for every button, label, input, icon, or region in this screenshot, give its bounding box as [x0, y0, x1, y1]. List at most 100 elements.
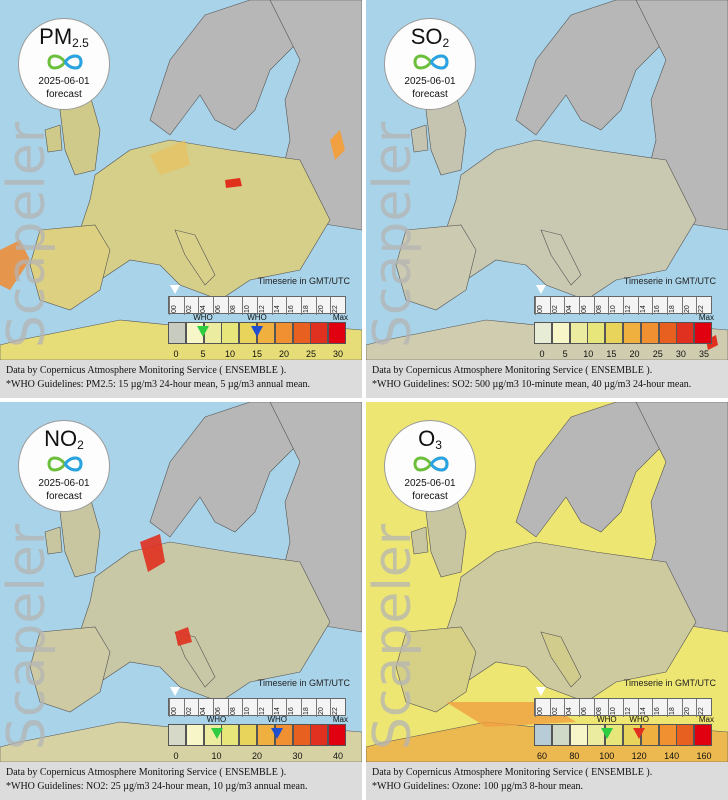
- timeline-tick[interactable]: [330, 699, 331, 717]
- who-label: WHO: [597, 715, 617, 724]
- timeline-tick[interactable]: [272, 699, 273, 717]
- timeline-tick[interactable]: [213, 297, 214, 315]
- scale-value-label: 120: [631, 751, 647, 761]
- who-marker-icon: [633, 728, 646, 739]
- timeline-hour-label: 04: [566, 707, 573, 715]
- time-marker-icon: [170, 687, 180, 696]
- timeline-tick[interactable]: [623, 699, 624, 717]
- timeline-tick[interactable]: [272, 297, 273, 315]
- timeline-tick[interactable]: [228, 699, 229, 717]
- timeline-tick[interactable]: [535, 699, 536, 717]
- timeline-tick[interactable]: [550, 297, 551, 315]
- brand-watermark: Scapeler: [366, 523, 423, 751]
- timeline-tick[interactable]: [608, 297, 609, 315]
- scale-cell: [694, 724, 712, 746]
- timeline-hour-label: 08: [596, 305, 603, 313]
- scale-value-label: 160: [696, 751, 712, 761]
- timeline-tick[interactable]: [184, 297, 185, 315]
- timeline-hour-label: 12: [625, 305, 632, 313]
- timeline-tick[interactable]: [184, 699, 185, 717]
- timeline-tick[interactable]: [316, 297, 317, 315]
- scale-cell: [328, 322, 346, 344]
- timeline-tick[interactable]: [169, 297, 170, 315]
- scale-cell: [570, 724, 588, 746]
- color-scale: 0 5 10 15 20 25 30 35 Max: [534, 313, 714, 359]
- scale-cell: [221, 724, 239, 746]
- timeline-tick[interactable]: [638, 699, 639, 717]
- scale-cell: [168, 724, 186, 746]
- timeline-tick[interactable]: [652, 699, 653, 717]
- timeline-tick[interactable]: [330, 297, 331, 315]
- timeline-hour-label: 22: [332, 305, 339, 313]
- infinity-logo-icon: [413, 54, 449, 70]
- timeline-tick[interactable]: [198, 297, 199, 315]
- timeline-tick[interactable]: [257, 699, 258, 717]
- scale-cell: [275, 322, 293, 344]
- forecast-date: 2025-06-01: [38, 478, 90, 489]
- timeline-tick[interactable]: [301, 297, 302, 315]
- timeline-tick[interactable]: [682, 297, 683, 315]
- timeline-tick[interactable]: [257, 297, 258, 315]
- timeline[interactable]: 00 02 04 06 08 10 12 14 16 18 20 22: [534, 296, 712, 315]
- timeline-tick[interactable]: [579, 297, 580, 315]
- timeline-hour-label: 22: [698, 707, 705, 715]
- scale-value-label: 40: [332, 751, 344, 761]
- timeline-tick[interactable]: [242, 297, 243, 315]
- timeline-tick[interactable]: [564, 699, 565, 717]
- data-source: Data by Copernicus Atmosphere Monitoring…: [372, 365, 653, 376]
- timeline-tick[interactable]: [667, 297, 668, 315]
- timeline-tick[interactable]: [242, 699, 243, 717]
- timeline-tick[interactable]: [579, 699, 580, 717]
- timeline-tick[interactable]: [682, 699, 683, 717]
- timeline-tick[interactable]: [652, 297, 653, 315]
- timeline[interactable]: 00 02 04 06 08 10 12 14 16 18 20 22: [168, 296, 346, 315]
- timeline-tick[interactable]: [667, 699, 668, 717]
- scale-value-label: 80: [569, 751, 580, 761]
- scale-cell: [552, 724, 570, 746]
- pollutant-badge: O3 2025-06-01 forecast: [384, 420, 476, 512]
- timeline-tick[interactable]: [286, 699, 287, 717]
- pollutant-title: SO2: [410, 24, 450, 51]
- timeline-tick[interactable]: [623, 297, 624, 315]
- scale-value-label: 30: [675, 349, 686, 359]
- timeline-tick[interactable]: [550, 699, 551, 717]
- timeline-tick[interactable]: [198, 699, 199, 717]
- timeline-hour-label: 14: [640, 305, 647, 313]
- scale-max-label: Max: [332, 313, 348, 322]
- forecast-label: forecast: [46, 89, 82, 100]
- timeline-tick[interactable]: [316, 699, 317, 717]
- timeline-tick[interactable]: [608, 699, 609, 717]
- scale-cell: [534, 322, 552, 344]
- timeline-tick[interactable]: [286, 297, 287, 315]
- timeline-tick[interactable]: [535, 297, 536, 315]
- timeline-hour-label: 18: [669, 707, 676, 715]
- timeline-hour-label: 18: [303, 707, 310, 715]
- brand-watermark: Scapeler: [366, 121, 423, 349]
- timeline-tick[interactable]: [301, 699, 302, 717]
- scale-value-label: 140: [664, 751, 680, 761]
- timeline-hour-label: 10: [610, 707, 617, 715]
- timeline-tick[interactable]: [169, 699, 170, 717]
- timeline[interactable]: 00 02 04 06 08 10 12 14 16 18 20 22: [534, 698, 712, 717]
- who-marker-icon: [271, 728, 284, 739]
- scale-value-label: 5: [562, 349, 568, 359]
- timeline-hour-label: 02: [186, 305, 193, 313]
- timeline-tick[interactable]: [213, 699, 214, 717]
- timeline[interactable]: 00 02 04 06 08 10 12 14 16 18 20 22: [168, 698, 346, 717]
- brand-watermark: Scapeler: [0, 523, 57, 751]
- scale-value-label: 5: [200, 349, 206, 359]
- timeline-tick[interactable]: [638, 297, 639, 315]
- who-marker-icon: [251, 326, 263, 337]
- timeline-tick[interactable]: [696, 297, 697, 315]
- pollutant-badge: NO2 2025-06-01 forecast: [18, 420, 110, 512]
- timeline-tick[interactable]: [696, 699, 697, 717]
- footer: Data by Copernicus Atmosphere Monitoring…: [0, 360, 362, 398]
- footer: Data by Copernicus Atmosphere Monitoring…: [0, 762, 362, 800]
- timeline-hour-label: 12: [625, 707, 632, 715]
- timeline-tick[interactable]: [228, 297, 229, 315]
- timeline-tick[interactable]: [594, 699, 595, 717]
- timeline-hour-label: 10: [244, 707, 251, 715]
- timeline-tick[interactable]: [564, 297, 565, 315]
- timeline-tick[interactable]: [594, 297, 595, 315]
